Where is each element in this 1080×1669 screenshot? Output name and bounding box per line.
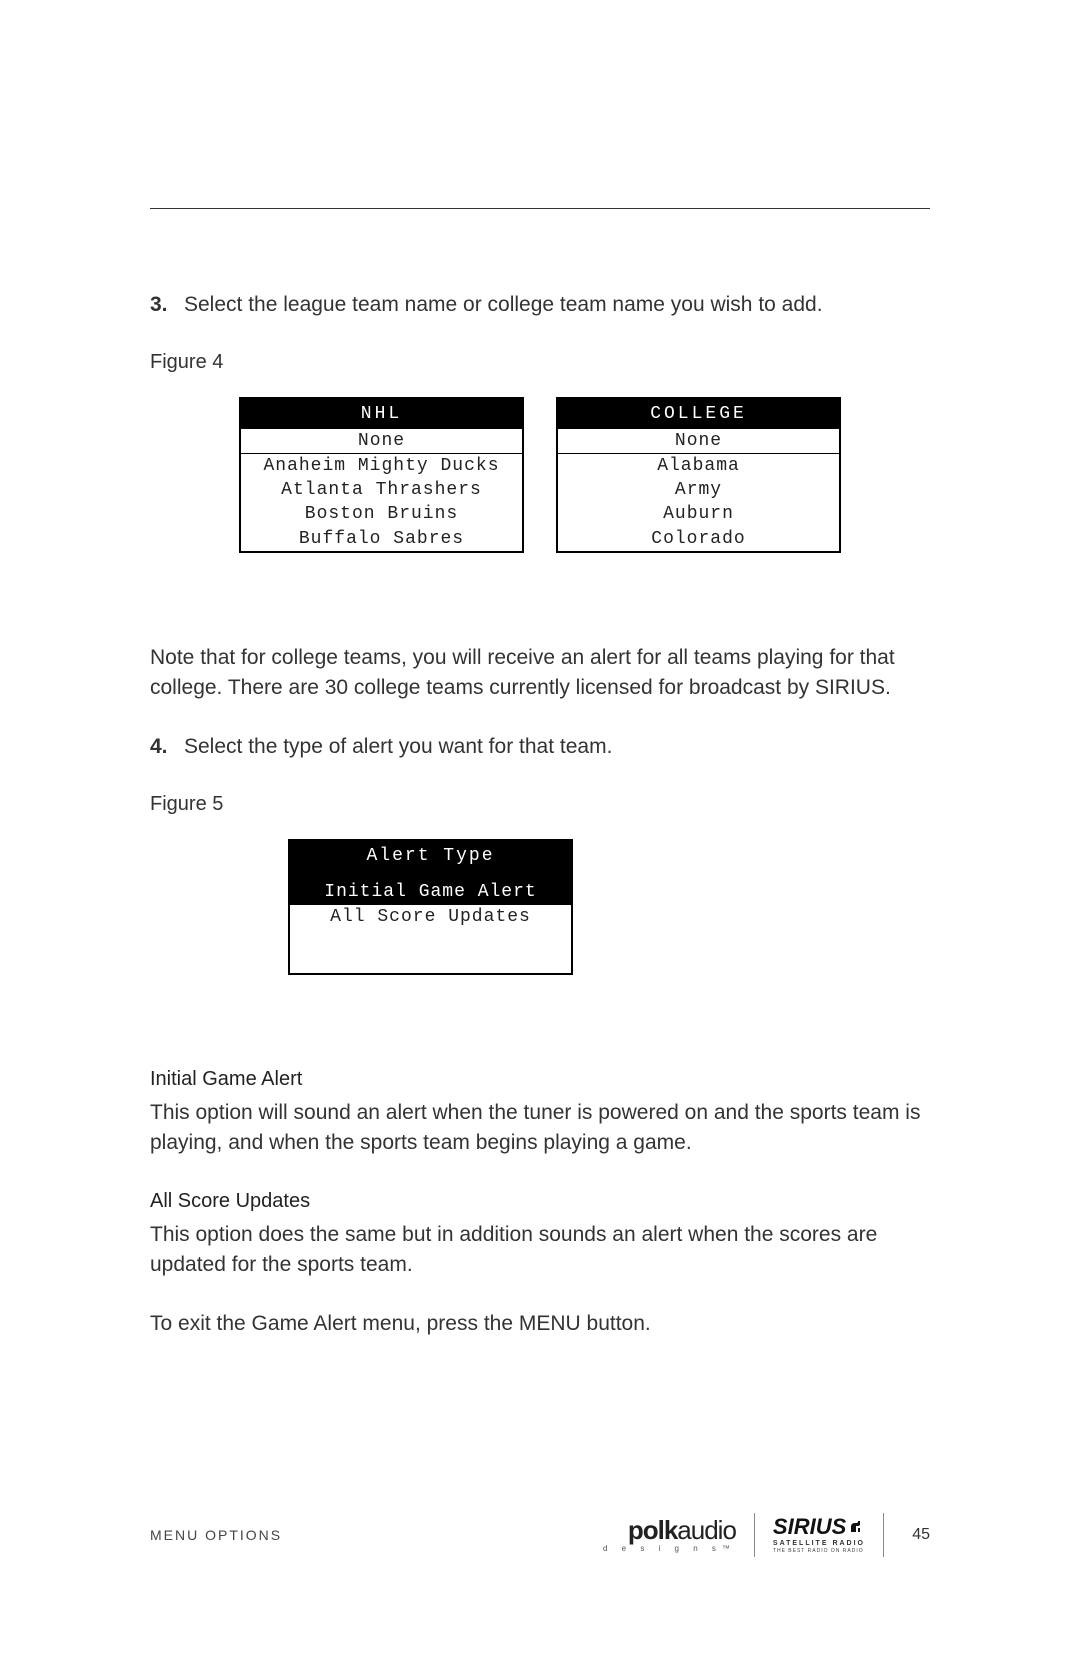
figure-5: Alert Type Initial Game Alert All Score … (150, 839, 930, 975)
footer-logos: polkaudio d e s i g n s™ SIRIUS SATELLIT… (603, 1513, 930, 1557)
college-rows: None Alabama Army Auburn Colorado (558, 429, 839, 551)
initial-game-alert-heading: Initial Game Alert (150, 1065, 930, 1094)
polkaudio-logo-sub: d e s i g n s™ (603, 1545, 736, 1553)
page-content: 3. Select the league team name or colleg… (150, 290, 930, 1367)
alert-type-screen: Alert Type Initial Game Alert All Score … (288, 839, 573, 975)
footer-divider (883, 1513, 884, 1557)
polk-bold: polk (628, 1515, 677, 1545)
sirius-logo: SIRIUS SATELLITE RADIO THE BEST RADIO ON… (773, 1516, 865, 1554)
figure-5-label: Figure 5 (150, 790, 930, 819)
footer-divider (754, 1513, 755, 1557)
exit-instruction: To exit the Game Alert menu, press the M… (150, 1309, 930, 1339)
polkaudio-logo-text: polkaudio (628, 1517, 736, 1543)
college-screen: COLLEGE None Alabama Army Auburn Colorad… (556, 397, 841, 553)
step-4: 4. Select the type of alert you want for… (150, 732, 930, 762)
initial-game-alert-body: This option will sound an alert when the… (150, 1098, 930, 1159)
list-item: Army (558, 478, 839, 502)
alert-option-selected: Initial Game Alert (290, 880, 571, 904)
list-item: Alabama (558, 454, 839, 478)
sirius-logo-tagline: THE BEST RADIO ON RADIO (773, 1549, 864, 1554)
screen-spacer (290, 870, 571, 880)
sirius-logo-sub: SATELLITE RADIO (773, 1540, 865, 1547)
alert-type-title: Alert Type (290, 841, 571, 870)
list-item: None (241, 429, 522, 454)
step-4-number: 4. (150, 732, 184, 762)
list-item: Colorado (558, 527, 839, 551)
nhl-screen: NHL None Anaheim Mighty Ducks Atlanta Th… (239, 397, 524, 553)
alert-option: All Score Updates (290, 905, 571, 929)
college-note: Note that for college teams, you will re… (150, 643, 930, 704)
college-screen-title: COLLEGE (558, 399, 839, 428)
all-score-updates-heading: All Score Updates (150, 1187, 930, 1216)
list-item: Atlanta Thrashers (241, 478, 522, 502)
figure-4-label: Figure 4 (150, 348, 930, 377)
page-number: 45 (902, 1526, 930, 1544)
list-item: Boston Bruins (241, 502, 522, 526)
step-3: 3. Select the league team name or colleg… (150, 290, 930, 320)
list-item: Anaheim Mighty Ducks (241, 454, 522, 478)
manual-page: 3. Select the league team name or colleg… (0, 0, 1080, 1669)
step-3-number: 3. (150, 290, 184, 320)
sirius-word: SIRIUS (773, 1516, 846, 1538)
screen-padding (290, 929, 571, 973)
figure-4: NHL None Anaheim Mighty Ducks Atlanta Th… (150, 397, 930, 553)
page-footer: MENU OPTIONS polkaudio d e s i g n s™ SI… (150, 1513, 930, 1557)
polkaudio-logo: polkaudio d e s i g n s™ (603, 1517, 736, 1553)
sirius-logo-text: SIRIUS (773, 1516, 864, 1538)
dog-icon (848, 1516, 864, 1532)
list-item: Buffalo Sabres (241, 527, 522, 551)
top-rule (150, 208, 930, 209)
all-score-updates-body: This option does the same but in additio… (150, 1220, 930, 1281)
nhl-screen-title: NHL (241, 399, 522, 428)
step-3-text: Select the league team name or college t… (184, 290, 930, 320)
list-item: None (558, 429, 839, 454)
list-item: Auburn (558, 502, 839, 526)
step-4-text: Select the type of alert you want for th… (184, 732, 930, 762)
footer-section-label: MENU OPTIONS (150, 1527, 282, 1543)
nhl-rows: None Anaheim Mighty Ducks Atlanta Thrash… (241, 429, 522, 551)
polk-light: audio (677, 1515, 736, 1545)
